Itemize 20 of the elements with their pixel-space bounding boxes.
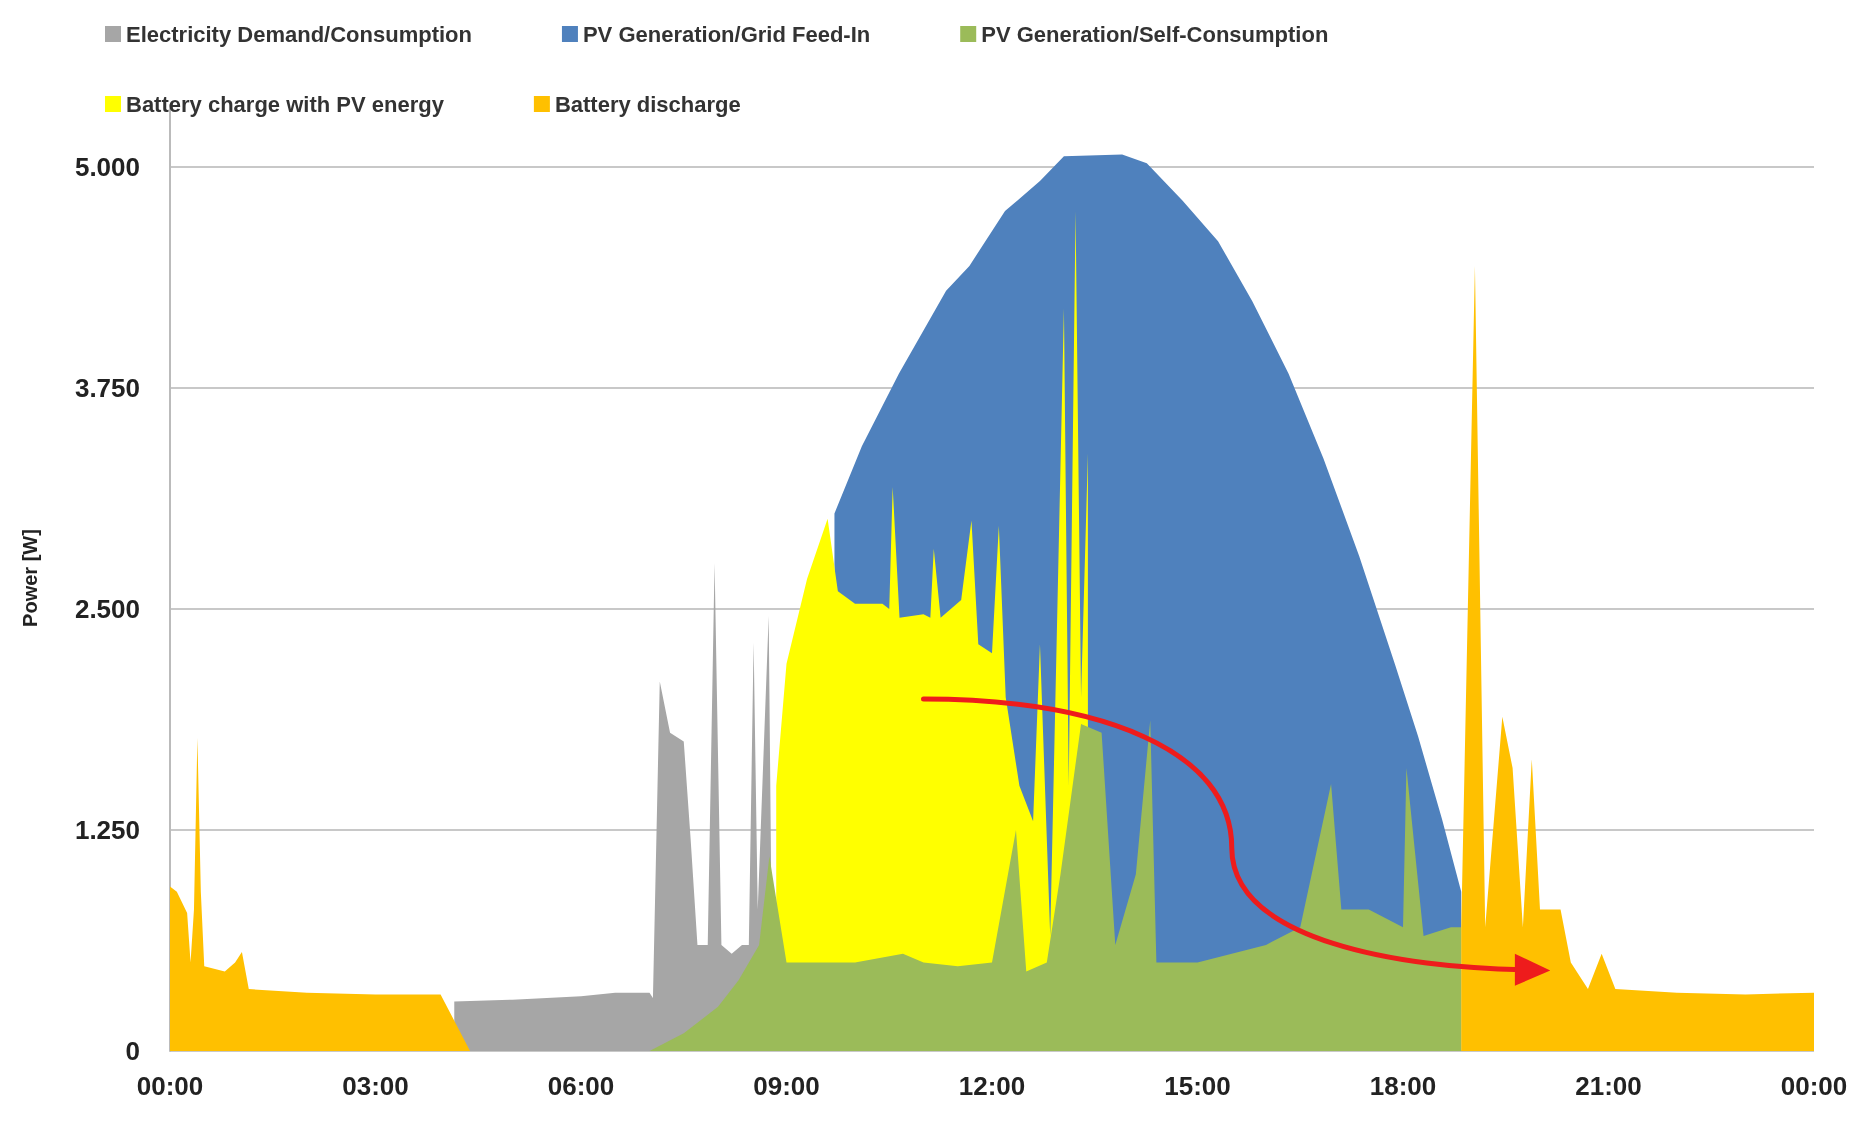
x-tick-label: 06:00 [547,1071,615,1101]
y-axis-title: Power [W] [19,529,41,627]
x-tick-label: 12:00 [958,1071,1026,1101]
legend-label: Battery charge with PV energy [126,91,445,117]
legend-label: PV Generation/Grid Feed-In [582,21,871,47]
x-tick-label: 15:00 [1164,1071,1231,1101]
x-tick-label: 03:00 [342,1071,409,1101]
y-tick-label: 5.000 [74,151,140,182]
legend-label: Electricity Demand/Consumption [126,21,472,47]
x-tick-label: 18:00 [1369,1071,1437,1101]
legend-label: PV Generation/Self-Consumption [981,21,1329,47]
legend-label: Battery discharge [554,91,741,117]
x-tick-label: 21:00 [1575,1071,1642,1101]
x-tick-label: 00:00 [136,1071,204,1101]
y-tick-label: 2.500 [74,593,140,624]
x-tick-label: 00:00 [1780,1071,1848,1101]
x-tick-label: 09:00 [753,1071,820,1101]
y-tick-label: 0 [125,1036,140,1066]
y-tick-label: 3.750 [74,372,140,403]
y-tick-label: 1.250 [74,814,140,845]
